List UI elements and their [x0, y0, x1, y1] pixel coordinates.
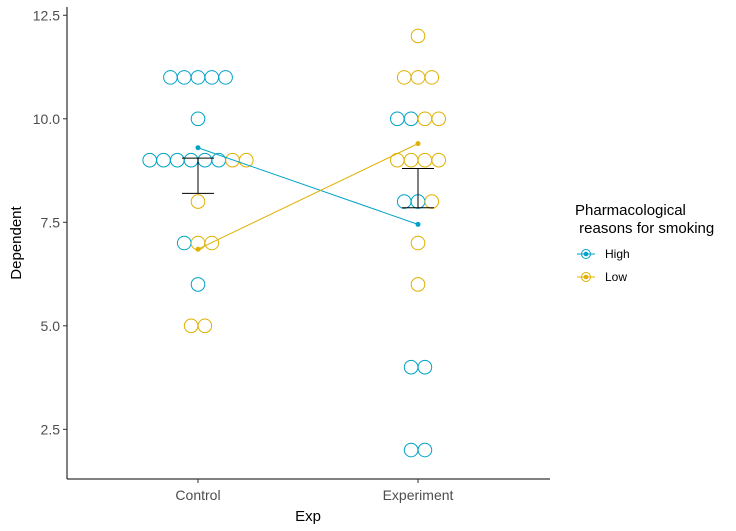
data-point-high-5	[190, 111, 206, 127]
legend-key-ring-high	[581, 249, 591, 259]
data-point-high-9	[183, 152, 199, 168]
data-point-low-34	[410, 70, 426, 85]
data-point-high-2	[190, 70, 206, 85]
y-tick-label-2: 7.5	[41, 214, 61, 230]
data-point-low-35	[424, 70, 440, 85]
axes-layer: 2.5 5.0 7.5 10.0 12.5 Control Experiment	[33, 7, 550, 503]
y-tick-label-0: 2.5	[41, 421, 61, 437]
data-point-high-0	[163, 70, 178, 85]
y-tick-label-4: 12.5	[33, 7, 60, 23]
data-point-low-31	[197, 318, 213, 334]
data-point-low-40	[410, 235, 426, 251]
data-point-low-21	[431, 111, 447, 127]
data-point-low-37	[403, 152, 419, 168]
data-point-high-4	[218, 70, 233, 85]
y-tick-label-1: 5.0	[41, 318, 61, 334]
data-point-high-8	[170, 152, 185, 168]
x-tick-label-1: Experiment	[383, 487, 454, 503]
data-point-low-33	[396, 70, 412, 85]
data-point-low-32	[410, 28, 426, 44]
data-point-high-19	[403, 111, 419, 127]
legend-title-line-1: Pharmacological	[575, 202, 686, 219]
data-point-high-6	[142, 152, 157, 168]
legend-label-high: High	[605, 247, 630, 261]
data-point-low-20	[417, 111, 433, 127]
legend-key-dot-high	[583, 251, 589, 257]
data-point-high-7	[156, 152, 171, 168]
mean-line-low	[197, 143, 419, 250]
data-point-low-41	[410, 277, 426, 292]
data-point-high-3	[204, 70, 220, 85]
y-tick-label-3: 10.0	[33, 111, 60, 127]
error-bar-1	[402, 167, 434, 209]
mean-line-high	[197, 147, 419, 225]
mean-point-high-0	[195, 145, 201, 151]
data-point-low-13	[239, 152, 254, 168]
x-axis-title: Exp	[295, 508, 321, 525]
data-point-high-1	[176, 70, 192, 85]
data-point-high-27	[403, 442, 419, 458]
data-point-low-38	[417, 152, 433, 168]
error-bar-0	[182, 157, 214, 194]
data-point-high-28	[417, 442, 433, 458]
data-point-high-18	[390, 111, 405, 127]
data-point-low-16	[204, 235, 220, 251]
data-point-high-25	[403, 359, 419, 375]
data-point-low-30	[183, 318, 199, 334]
legend-title-line-2: reasons for smoking	[575, 220, 714, 237]
data-point-high-14	[176, 235, 192, 251]
legend-label-low: Low	[605, 270, 627, 284]
data-point-high-26	[417, 359, 433, 375]
legend-key-dot-low	[583, 274, 589, 280]
data-point-low-29	[190, 194, 206, 209]
x-tick-label-0: Control	[175, 487, 220, 503]
legend-key-ring-low	[581, 272, 591, 282]
data-point-low-24	[424, 194, 440, 209]
data-point-high-22	[396, 194, 412, 209]
y-axis-title: Dependent	[8, 205, 25, 279]
data-point-low-39	[431, 152, 447, 168]
mean-point-high-1	[415, 221, 421, 227]
mean-point-low-1	[415, 141, 421, 147]
legend: Pharmacological reasons for smoking High…	[575, 202, 714, 284]
data-point-high-17	[190, 277, 206, 292]
mean-point-low-0	[195, 246, 201, 252]
data-point-high-10	[197, 152, 213, 168]
marks-layer	[142, 28, 447, 458]
